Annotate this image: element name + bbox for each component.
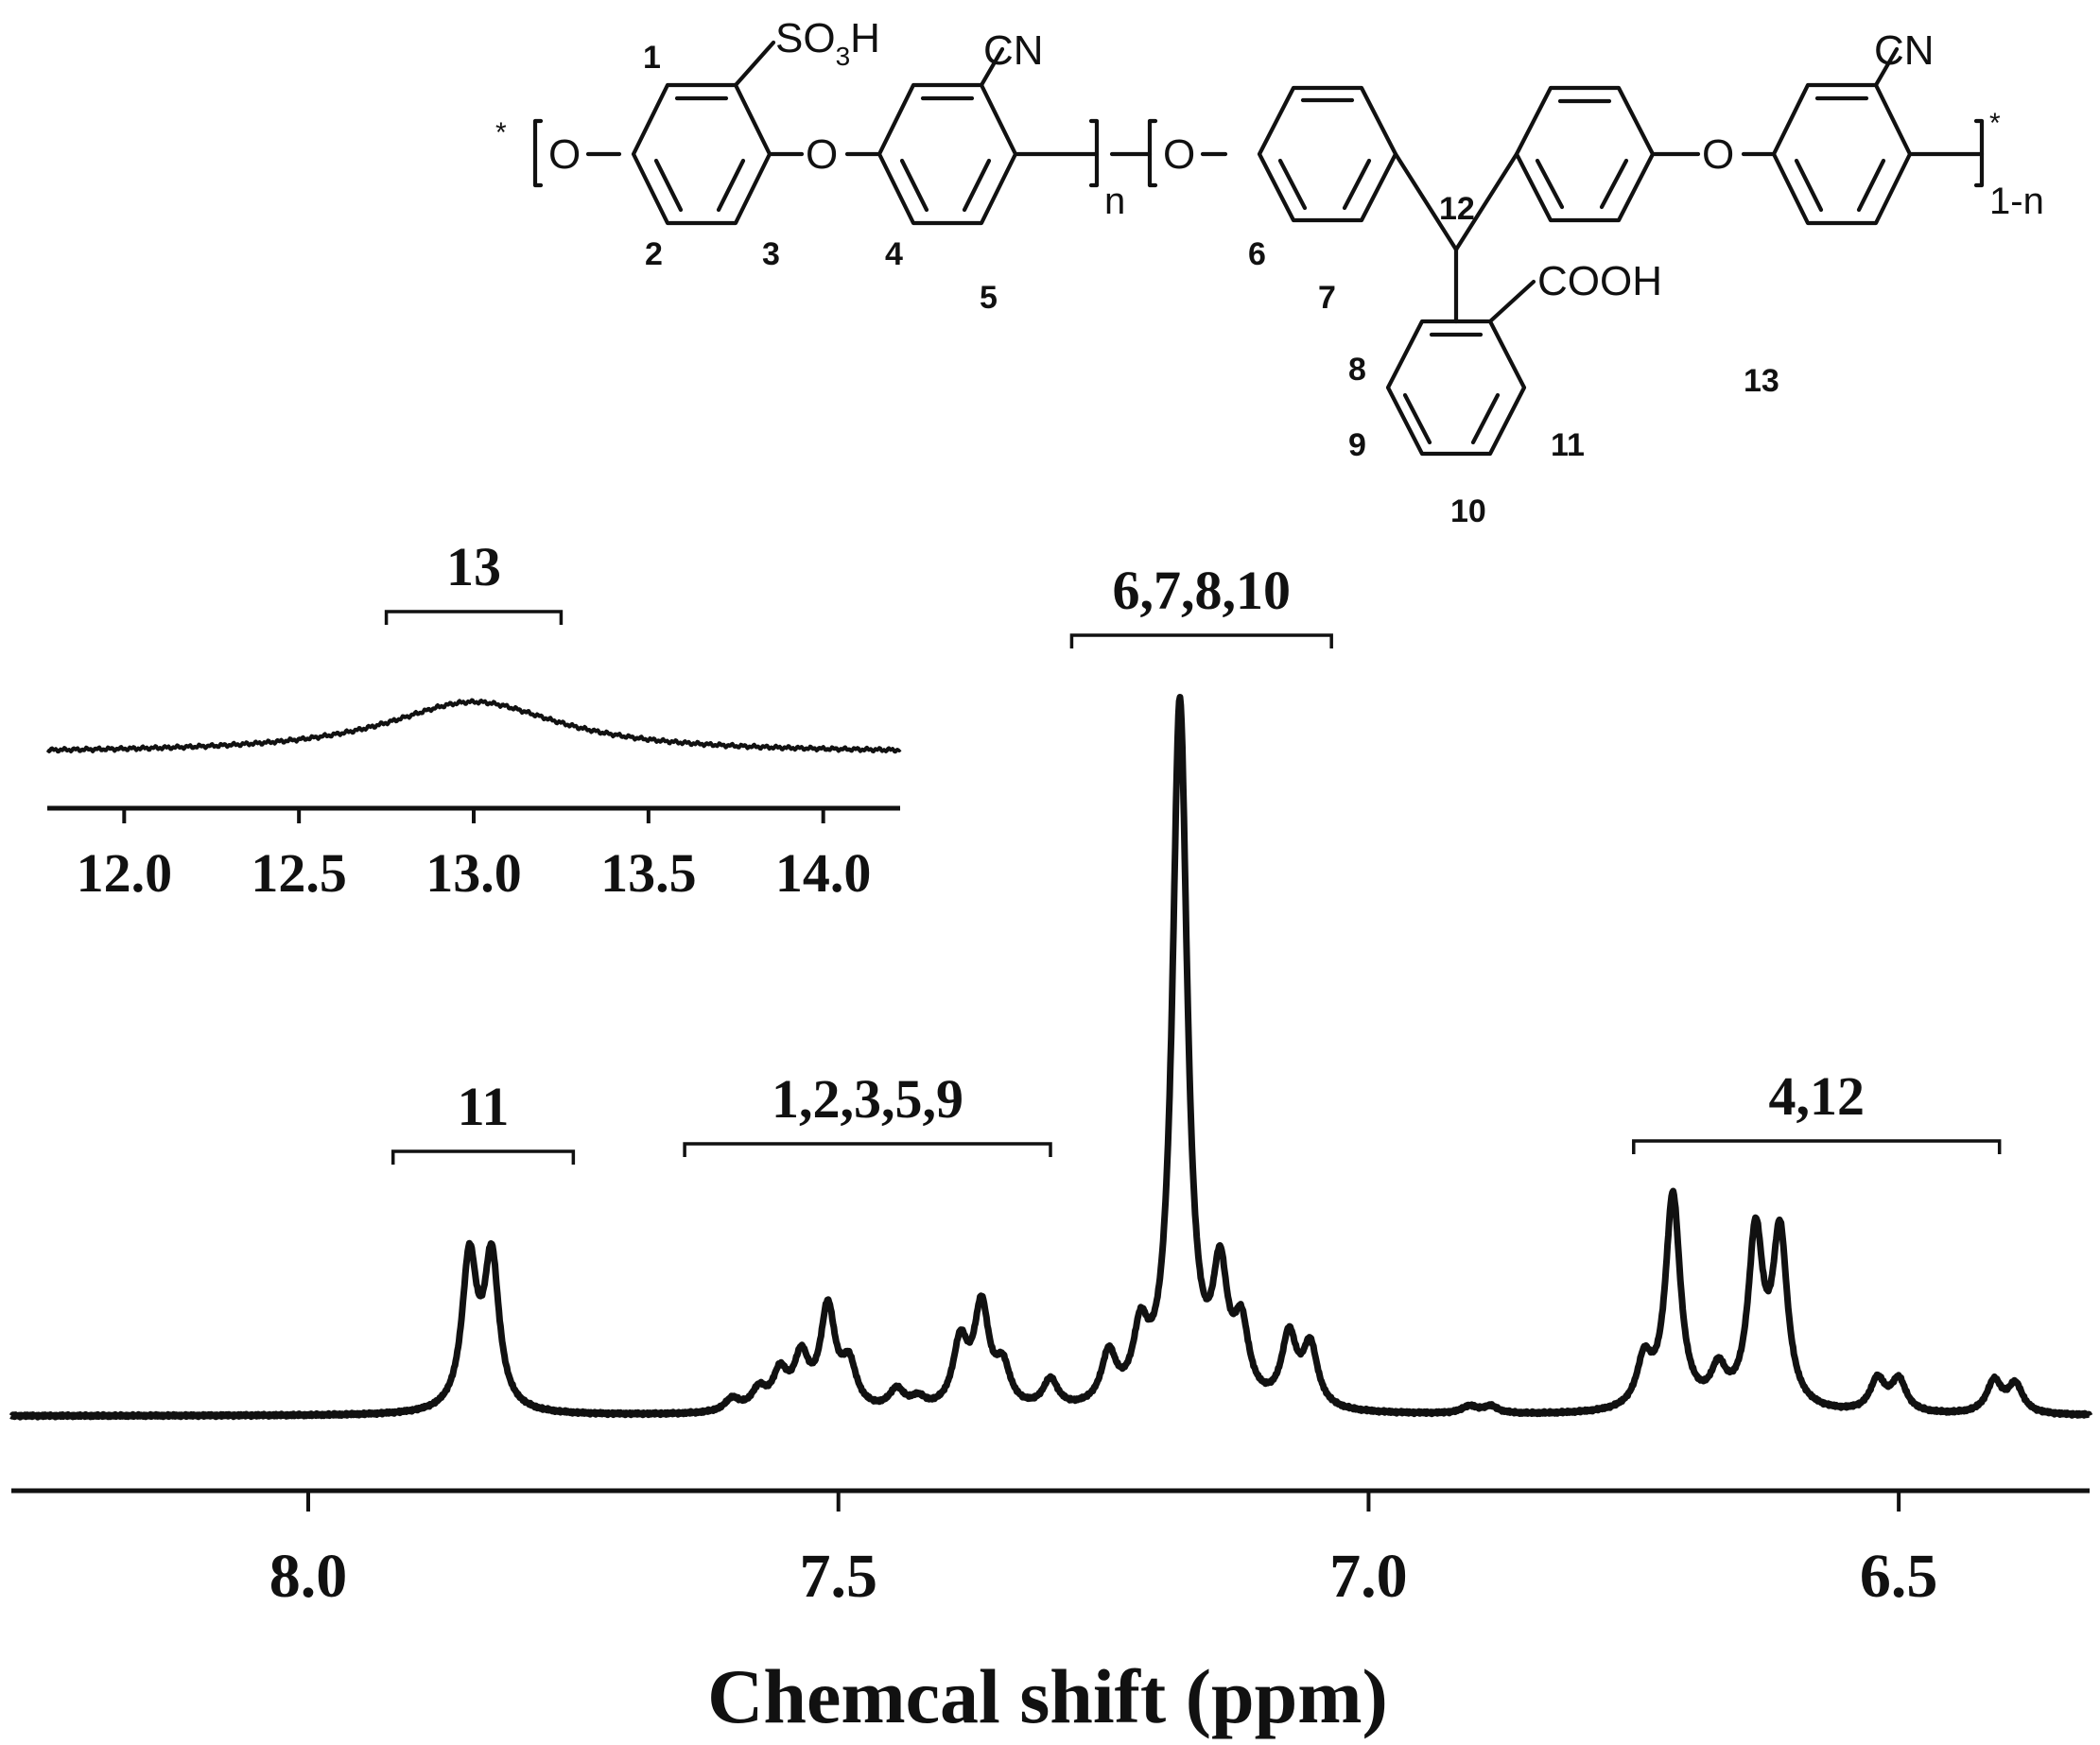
- ether-o-1: O: [548, 131, 581, 178]
- bond-ring3-c12: [1393, 151, 1459, 252]
- subscript-n: n: [1104, 181, 1125, 222]
- ring-4-double: [1535, 98, 1629, 210]
- ether-o-3: O: [1163, 131, 1195, 178]
- bracket-left-1: [532, 118, 544, 188]
- ether-o-2: O: [806, 131, 838, 178]
- pos-label-6: 6: [1248, 236, 1266, 272]
- pos-label-9: 9: [1348, 427, 1366, 463]
- bond-ring2-cn: [979, 46, 1005, 88]
- bracket-right-1: [1088, 118, 1100, 188]
- x-tick-label: 14.0: [775, 842, 872, 904]
- main-x-ticks: 8.0 7.5 7.0 6.5: [269, 1491, 1938, 1611]
- ring-2-double: [899, 95, 992, 213]
- ring-5-double: [1794, 95, 1886, 213]
- ring-2: [876, 82, 1018, 226]
- assignment-label: 1,2,3,5,9: [772, 1068, 963, 1130]
- ring-5: [1771, 82, 1913, 226]
- bond-ring1-so3h: [733, 40, 776, 88]
- main-panel: 11 1,2,3,5,9 6,7,8,10 4,12 8.0 7.5 7.0 6.5 Che…: [9, 560, 2093, 1739]
- x-tick-label: 7.5: [799, 1542, 877, 1611]
- assignment-bracket: [683, 1142, 1052, 1157]
- bond-c12-ring4: [1453, 151, 1519, 252]
- pos-label-13: 13: [1744, 363, 1779, 399]
- assignment-label: 6,7,8,10: [1113, 560, 1292, 621]
- cn-label-1: CN: [983, 27, 1044, 74]
- bond-ring5-cn: [1873, 46, 1900, 88]
- assignment-bracket: [390, 1149, 576, 1165]
- cooh-label: COOH: [1537, 258, 1662, 304]
- inset-spectrum-trace: [45, 698, 902, 754]
- inset-panel: 13 12.0 12.5 13.0 13.5 14.0: [45, 536, 902, 904]
- assignment-bracket: [1632, 1139, 2002, 1154]
- ring-3-double: [1277, 97, 1372, 211]
- inset-x-ticks: 12.0 12.5 13.0 13.5 14.0: [77, 808, 872, 904]
- ring-1: [631, 82, 772, 226]
- main-spectrum-trace: [9, 694, 2093, 1421]
- inset-assignment-brackets: 13: [384, 536, 564, 625]
- assignment-label: 4,12: [1768, 1065, 1865, 1127]
- x-tick-label: 13.5: [600, 842, 697, 904]
- assignment-bracket: [1069, 633, 1333, 648]
- bracket-right-2: [1973, 118, 1985, 188]
- polymer-structure: * O SO3H O CN n O O: [495, 15, 2044, 529]
- pos-label-12: 12: [1439, 191, 1475, 227]
- x-axis-title: Chemcal shift (ppm): [707, 1653, 1388, 1739]
- pos-label-11: 11: [1551, 427, 1585, 463]
- pos-label-10: 10: [1450, 493, 1486, 529]
- x-tick-label: 12.0: [77, 842, 173, 904]
- end-star-right: *: [1989, 108, 2001, 139]
- x-tick-label: 8.0: [269, 1542, 348, 1611]
- ether-o-4: O: [1702, 131, 1734, 178]
- pos-label-2: 2: [645, 236, 663, 272]
- x-tick-label: 7.0: [1329, 1542, 1408, 1611]
- x-tick-label: 12.5: [251, 842, 347, 904]
- pos-label-4: 4: [885, 236, 903, 272]
- main-assignment-brackets: 11 1,2,3,5,9 6,7,8,10 4,12: [390, 560, 2002, 1165]
- ring-6: [1385, 319, 1527, 457]
- cn-label-2: CN: [1874, 27, 1935, 74]
- ring-1-double: [653, 95, 746, 213]
- ring-3: [1257, 85, 1398, 223]
- ring-4: [1514, 85, 1656, 223]
- x-tick-label: 13.0: [425, 842, 522, 904]
- assignment-label: 13: [446, 536, 501, 597]
- assignment-bracket: [384, 610, 564, 625]
- position-labels: 1 2 3 4 5 6 7 8 9 10 11 12 13: [643, 40, 1779, 529]
- pos-label-1: 1: [643, 40, 661, 76]
- assignment-label: 11: [458, 1076, 510, 1137]
- ring-6-double: [1402, 332, 1501, 445]
- x-tick-label: 6.5: [1860, 1542, 1938, 1611]
- bond-ring6-cooh: [1487, 279, 1536, 324]
- subscript-one-minus-n: 1-n: [1989, 181, 2044, 222]
- end-star-left: *: [495, 117, 507, 148]
- pos-label-8: 8: [1348, 352, 1366, 388]
- pos-label-3: 3: [762, 236, 780, 272]
- so3h-label: SO3H: [775, 15, 880, 71]
- pos-label-7: 7: [1318, 280, 1336, 316]
- pos-label-5: 5: [980, 280, 998, 316]
